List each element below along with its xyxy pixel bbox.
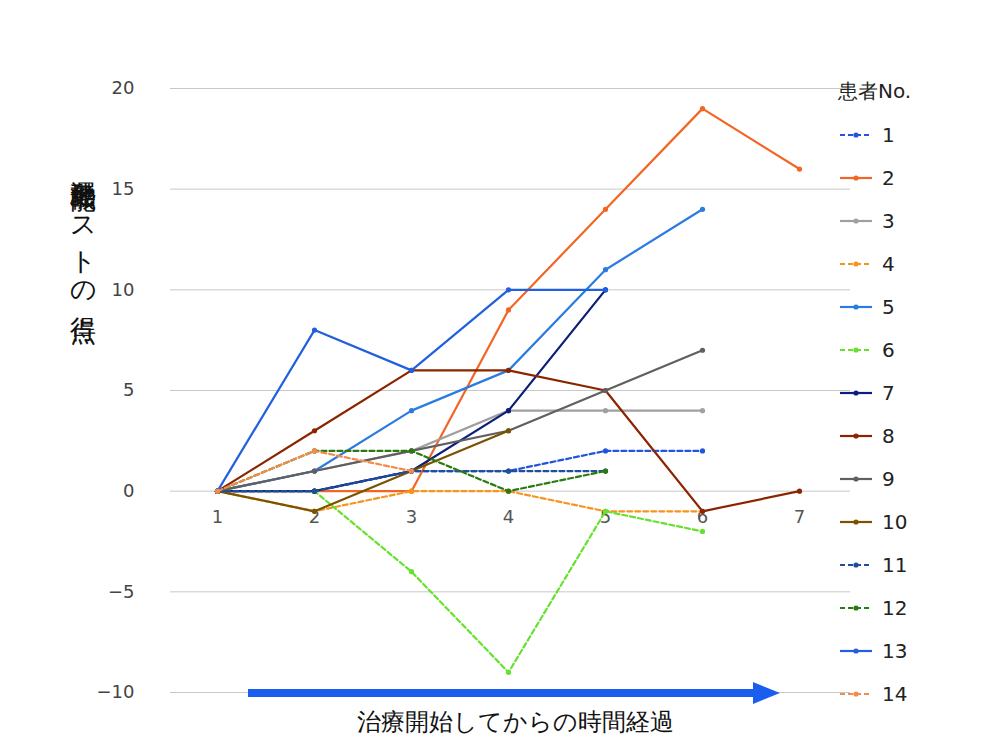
svg-text:0: 0 bbox=[123, 480, 134, 501]
svg-text:20: 20 bbox=[112, 77, 135, 98]
svg-text:6: 6 bbox=[697, 506, 708, 527]
svg-text:3: 3 bbox=[406, 506, 417, 527]
html-text:12: 12 bbox=[882, 595, 908, 620]
html-text:2: 2 bbox=[882, 165, 895, 190]
html-text:13: 13 bbox=[882, 638, 908, 663]
html-text:14: 14 bbox=[882, 681, 908, 706]
svg-text:−5: −5 bbox=[108, 581, 135, 602]
html-text:3: 3 bbox=[882, 208, 895, 233]
html-text:7: 7 bbox=[882, 380, 895, 405]
html-text:9: 9 bbox=[882, 466, 895, 491]
svg-text:10: 10 bbox=[112, 279, 135, 300]
html-text:治療開始してからの時間経過: 治療開始してからの時間経過 bbox=[356, 708, 674, 736]
html-text:5: 5 bbox=[882, 294, 895, 319]
html-text:6: 6 bbox=[882, 337, 895, 362]
html-text:4: 4 bbox=[882, 251, 895, 276]
html-text:8: 8 bbox=[882, 423, 895, 448]
svg-text:1: 1 bbox=[212, 506, 223, 527]
svg-text:7: 7 bbox=[794, 506, 805, 527]
svg-text:4: 4 bbox=[503, 506, 514, 527]
html-text:運動機能テストの得点: 運動機能テストの得点 bbox=[68, 160, 98, 300]
html-text:11: 11 bbox=[882, 552, 908, 577]
svg-text:5: 5 bbox=[123, 379, 134, 400]
svg-text:5: 5 bbox=[599, 505, 612, 527]
html-text:患者No.: 患者No. bbox=[838, 79, 912, 103]
svg-text:2: 2 bbox=[308, 505, 321, 527]
html-text:10: 10 bbox=[882, 509, 908, 534]
svg-text:15: 15 bbox=[112, 178, 135, 199]
html-text:1: 1 bbox=[882, 122, 895, 147]
svg-text:−10: −10 bbox=[97, 681, 135, 702]
